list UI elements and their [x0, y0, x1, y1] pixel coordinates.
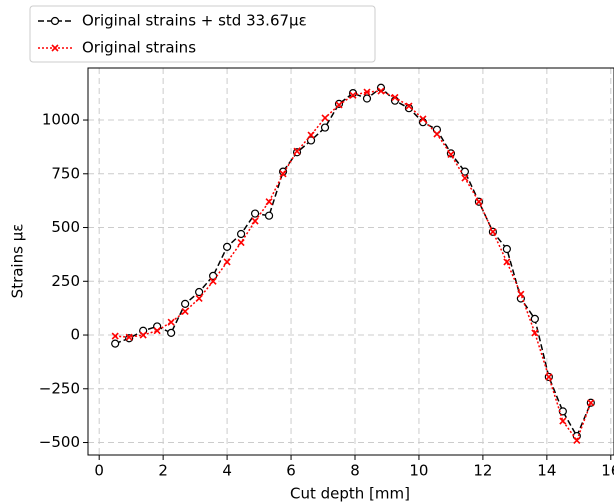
data-point	[419, 115, 427, 123]
data-point	[349, 91, 357, 99]
data-point	[195, 287, 204, 297]
x-tick-label: 16	[601, 462, 614, 480]
data-point	[587, 399, 595, 407]
data-point	[181, 307, 189, 315]
x-tick-label: 4	[222, 462, 232, 480]
data-point	[391, 93, 399, 102]
data-point	[348, 89, 358, 98]
series-line	[114, 86, 592, 438]
data-point	[559, 417, 567, 425]
data-point	[461, 174, 469, 182]
data-point	[250, 209, 260, 218]
data-point	[377, 87, 385, 95]
data-point	[125, 333, 133, 341]
x-tick-label: 2	[158, 462, 168, 480]
legend-label: Original strains	[82, 39, 196, 57]
y-tick-label: 1000	[42, 111, 80, 129]
data-point	[222, 242, 232, 251]
data-point	[195, 294, 203, 303]
y-tick-label: 500	[51, 218, 80, 236]
y-tick-label: −500	[39, 433, 80, 451]
x-tick-label: 8	[350, 462, 360, 480]
data-point	[335, 101, 343, 109]
data-point	[279, 170, 287, 178]
y-tick-label: 0	[70, 326, 80, 344]
data-point	[475, 198, 483, 206]
data-point	[503, 258, 511, 266]
data-point	[447, 150, 455, 158]
data-point	[321, 114, 329, 122]
data-point	[433, 130, 441, 138]
y-tick-label: −250	[39, 379, 80, 397]
data-point	[530, 314, 539, 324]
data-point	[139, 331, 147, 339]
data-point	[531, 329, 539, 337]
x-tick-label: 0	[94, 462, 104, 480]
data-point	[251, 217, 259, 225]
plot-frame	[87, 67, 614, 456]
y-tick-label: 250	[51, 272, 80, 290]
x-tick-label: 14	[537, 462, 556, 480]
data-point	[363, 88, 371, 96]
y-tick-label: 750	[51, 164, 80, 182]
data-point	[293, 147, 301, 155]
data-point	[264, 211, 274, 220]
legend-marker	[51, 44, 59, 52]
data-point	[153, 327, 161, 335]
x-axis-label: Cut depth [mm]	[290, 485, 410, 503]
data-point	[167, 328, 176, 337]
data-point	[167, 318, 175, 326]
data-point	[209, 277, 217, 285]
data-point	[320, 123, 330, 132]
data-point	[405, 102, 413, 110]
legend-marker	[50, 16, 60, 26]
data-point	[545, 373, 553, 381]
x-tick-label: 6	[286, 462, 296, 480]
data-point	[306, 136, 316, 145]
data-point	[111, 339, 120, 348]
y-axis-label: Strains με	[9, 224, 27, 299]
x-tick-label: 10	[409, 462, 428, 480]
data-point	[404, 104, 414, 113]
data-point	[362, 94, 372, 103]
data-point	[489, 228, 497, 236]
series-line	[115, 90, 592, 442]
data-point	[181, 299, 190, 308]
data-point	[236, 229, 246, 239]
legend-label: Original strains + std 33.67με	[82, 12, 307, 30]
data-point	[307, 131, 315, 139]
data-point	[573, 436, 581, 444]
x-tick-label: 12	[473, 462, 492, 480]
data-point	[502, 244, 511, 254]
data-point	[237, 239, 245, 247]
data-point	[517, 290, 525, 298]
data-point	[265, 198, 273, 206]
data-point	[111, 332, 119, 340]
data-point	[223, 258, 231, 266]
legend-box	[29, 5, 376, 63]
